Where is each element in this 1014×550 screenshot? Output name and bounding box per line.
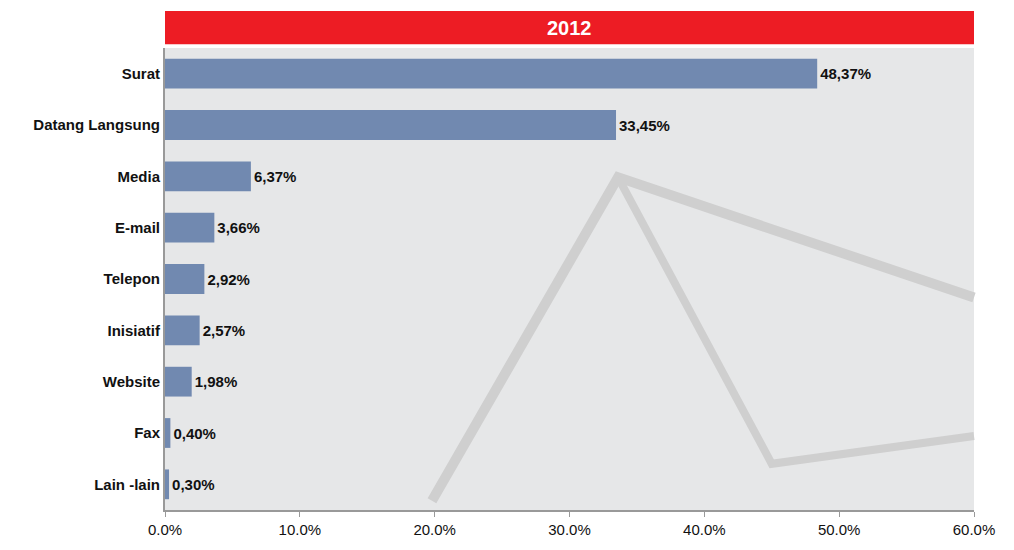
svg-text:0,40%: 0,40% bbox=[173, 425, 216, 442]
svg-text:33,45%: 33,45% bbox=[619, 117, 670, 134]
svg-text:0,30%: 0,30% bbox=[172, 476, 215, 493]
svg-text:Surat: Surat bbox=[122, 65, 160, 82]
svg-text:2012: 2012 bbox=[547, 17, 592, 39]
svg-text:2,92%: 2,92% bbox=[207, 271, 250, 288]
svg-text:Inisiatif: Inisiatif bbox=[107, 322, 161, 339]
svg-text:Datang Langsung: Datang Langsung bbox=[33, 116, 160, 133]
svg-text:Website: Website bbox=[103, 373, 160, 390]
svg-text:E-mail: E-mail bbox=[115, 219, 160, 236]
svg-text:0.0%: 0.0% bbox=[148, 521, 182, 538]
svg-text:48,37%: 48,37% bbox=[820, 65, 871, 82]
svg-text:6,37%: 6,37% bbox=[254, 168, 297, 185]
svg-text:20.0%: 20.0% bbox=[413, 521, 456, 538]
svg-text:10.0%: 10.0% bbox=[279, 521, 322, 538]
svg-text:2,57%: 2,57% bbox=[203, 322, 246, 339]
svg-text:40.0%: 40.0% bbox=[683, 521, 726, 538]
svg-text:Lain -lain: Lain -lain bbox=[94, 476, 160, 493]
svg-text:3,66%: 3,66% bbox=[217, 219, 260, 236]
svg-text:Telepon: Telepon bbox=[104, 270, 160, 287]
svg-text:60.0%: 60.0% bbox=[953, 521, 996, 538]
svg-text:1,98%: 1,98% bbox=[195, 373, 238, 390]
svg-text:Media: Media bbox=[117, 168, 160, 185]
svg-text:50.0%: 50.0% bbox=[818, 521, 861, 538]
svg-text:Fax: Fax bbox=[134, 424, 161, 441]
svg-text:30.0%: 30.0% bbox=[548, 521, 591, 538]
